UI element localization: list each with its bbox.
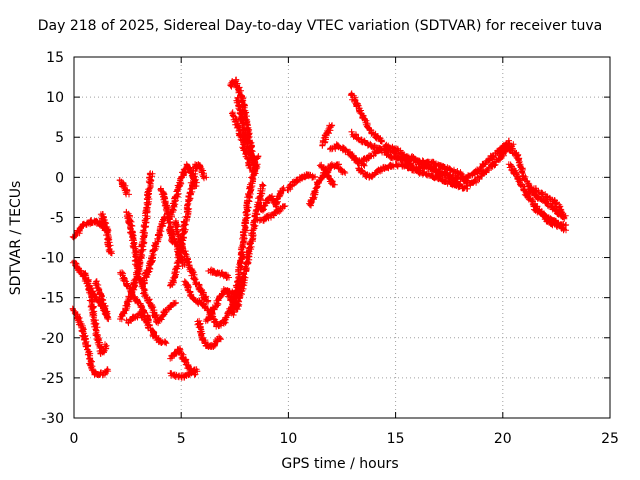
- series-track-47: [524, 185, 569, 222]
- x-tick-label: 0: [70, 431, 79, 447]
- data-marker: [81, 270, 110, 357]
- series-track-48: [531, 206, 569, 234]
- series-track-4: [81, 270, 110, 357]
- data-marker: [306, 161, 349, 209]
- series-track-16: [166, 161, 200, 220]
- data-marker: [284, 171, 319, 193]
- series-track-10: [123, 208, 143, 275]
- series-track-26: [228, 161, 261, 318]
- x-tick-label: 20: [494, 431, 512, 447]
- series-track-37: [347, 90, 385, 145]
- y-tick-label: 5: [55, 130, 64, 146]
- series-track-42: [391, 152, 464, 189]
- y-tick-label: -20: [41, 331, 64, 347]
- series-track-33: [306, 161, 349, 209]
- plot-area: [69, 76, 570, 381]
- series-track-32: [284, 171, 319, 193]
- series-track-11: [123, 310, 170, 347]
- data-marker: [524, 185, 569, 222]
- series-track-29: [233, 94, 262, 166]
- data-marker: [319, 122, 336, 149]
- data-marker: [172, 217, 212, 305]
- data-marker: [116, 177, 132, 198]
- plot-frame: [73, 56, 611, 419]
- series-track-13: [139, 213, 169, 289]
- data-marker: [166, 161, 200, 220]
- data-marker: [139, 213, 169, 289]
- series-track-7: [116, 177, 132, 198]
- data-marker: [167, 225, 188, 269]
- grid: [74, 57, 610, 418]
- x-tick-label: 10: [279, 431, 297, 447]
- data-marker: [205, 266, 232, 281]
- data-marker: [69, 305, 112, 379]
- data-marker: [194, 317, 224, 350]
- chart-title: Day 218 of 2025, Sidereal Day-to-day VTE…: [37, 18, 603, 34]
- y-tick-label: -30: [41, 411, 64, 427]
- y-tick-label: 0: [55, 170, 64, 186]
- y-tick-label: -15: [41, 291, 64, 307]
- x-tick-label: 15: [387, 431, 405, 447]
- series-track-28: [229, 109, 258, 177]
- series-track-35: [319, 122, 336, 149]
- data-marker: [229, 109, 258, 177]
- series-track-5: [97, 211, 115, 257]
- data-marker: [233, 94, 262, 166]
- series-track-36: [327, 141, 368, 169]
- y-tick-label: 15: [46, 50, 64, 66]
- data-marker: [462, 137, 513, 182]
- data-marker: [254, 203, 289, 224]
- axis-ticks: 0 5 10 15 20 25 -30 -25 -20 -15 -10 -5 0 5 10 15: [41, 50, 619, 447]
- x-tick-label: 5: [177, 431, 186, 447]
- series-track-22: [194, 317, 224, 350]
- series-track-34: [316, 161, 338, 188]
- data-marker: [531, 206, 569, 234]
- data-marker: [123, 310, 170, 347]
- y-tick-label: -25: [41, 371, 64, 387]
- data-marker: [316, 161, 338, 188]
- series-track-3: [69, 305, 112, 379]
- data-marker: [327, 141, 368, 169]
- data-marker: [347, 90, 385, 145]
- series-track-30: [254, 184, 287, 214]
- series-track-17: [167, 225, 188, 269]
- data-marker: [167, 366, 201, 381]
- series-track-20: [172, 217, 212, 305]
- data-marker: [254, 184, 287, 214]
- x-tick-label: 25: [601, 431, 619, 447]
- data-marker: [92, 278, 112, 322]
- data-marker: [97, 211, 115, 257]
- y-tick-label: -5: [50, 210, 64, 226]
- x-axis-label: GPS time / hours: [281, 456, 399, 472]
- series-track-19: [167, 366, 201, 381]
- y-tick-label: -10: [41, 251, 64, 267]
- series-track-6: [92, 278, 112, 322]
- data-marker: [123, 208, 143, 275]
- data-marker: [391, 152, 464, 189]
- series-track-44: [462, 137, 513, 182]
- y-tick-label: 10: [46, 90, 64, 106]
- data-marker: [228, 161, 261, 318]
- series-track-31: [254, 203, 289, 224]
- series-track-24: [205, 266, 232, 281]
